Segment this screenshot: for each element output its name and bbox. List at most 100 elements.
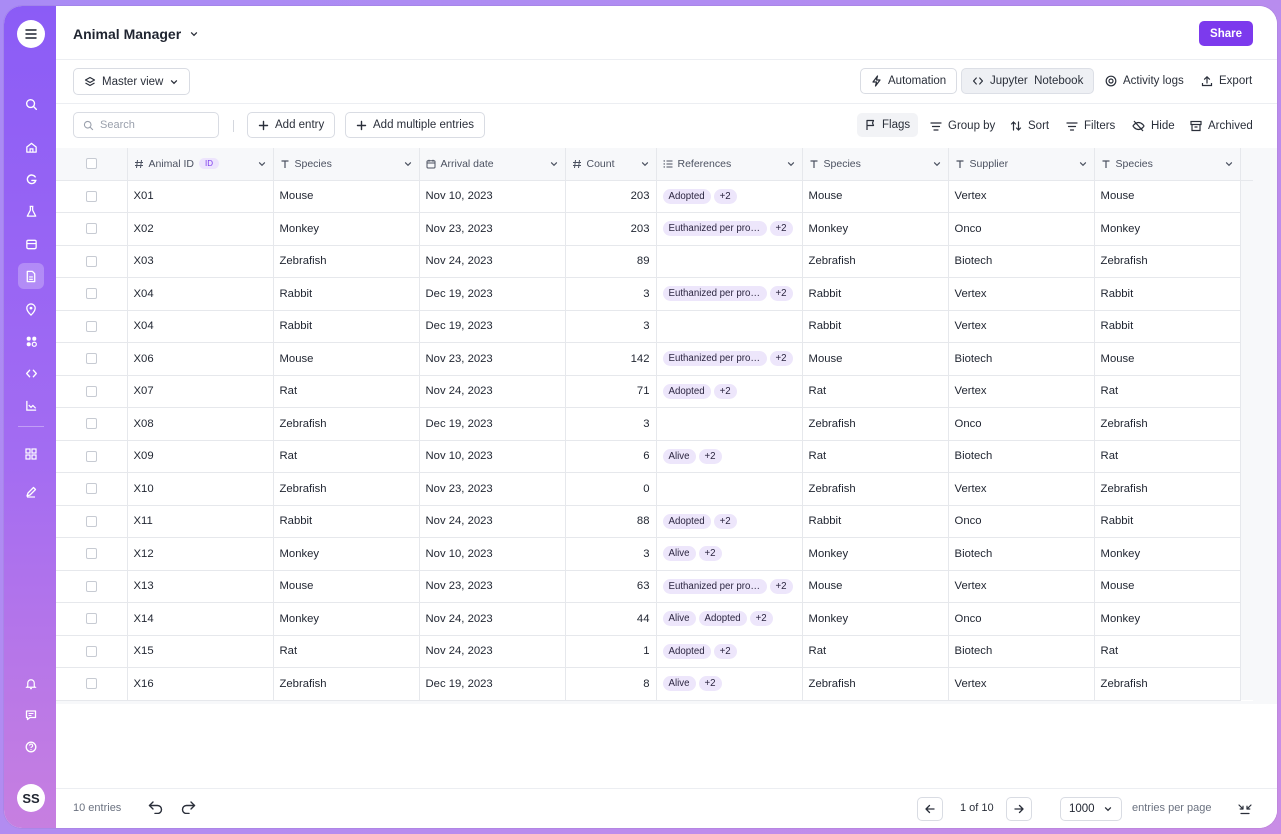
cell-arrival-date[interactable]: Nov 24, 2023 xyxy=(419,375,566,408)
row-checkbox[interactable] xyxy=(85,255,97,267)
hide-button[interactable]: Hide xyxy=(1132,113,1175,139)
cell-species-3[interactable]: Mouse xyxy=(1094,570,1241,603)
cell-animal-id[interactable]: X09 xyxy=(127,440,274,473)
cell-count[interactable]: 1 xyxy=(565,635,657,668)
row-select-cell[interactable] xyxy=(56,245,128,278)
cell-species-3[interactable]: Monkey xyxy=(1094,212,1241,246)
cell-supplier[interactable]: Vertex xyxy=(948,310,1095,343)
cell-count[interactable]: 6 xyxy=(565,440,657,473)
export-button[interactable]: Export xyxy=(1201,68,1252,94)
jupyter-notebook-button[interactable]: Jupyter Notebook xyxy=(961,68,1095,94)
rail-edit[interactable] xyxy=(18,479,44,505)
column-header-supplier[interactable]: Supplier xyxy=(948,148,1095,181)
table-row[interactable]: X01 Mouse Nov 10, 2023 203 Adopted +2 Mouse Ver… xyxy=(56,180,1253,213)
cell-arrival-date[interactable]: Dec 19, 2023 xyxy=(419,310,566,343)
search-input[interactable]: Search xyxy=(73,112,219,138)
table-row[interactable]: X03 Zebrafish Nov 24, 2023 89 Zebrafish Biote… xyxy=(56,245,1253,278)
cell-animal-id[interactable]: X11 xyxy=(127,505,274,538)
cell-count[interactable]: 203 xyxy=(565,212,657,246)
cell-supplier[interactable]: Onco xyxy=(948,602,1095,636)
row-checkbox[interactable] xyxy=(85,288,97,300)
rail-locations[interactable] xyxy=(18,296,44,322)
cell-animal-id[interactable]: X12 xyxy=(127,537,274,571)
chevron-down-icon[interactable] xyxy=(932,159,942,169)
cell-species-2[interactable]: Rat xyxy=(802,375,949,408)
cell-references[interactable]: Adopted +2 xyxy=(656,635,803,668)
filters-button[interactable]: Filters xyxy=(1066,113,1115,139)
table-row[interactable]: X12 Monkey Nov 10, 2023 3 Alive +2 Monkey Biote… xyxy=(56,537,1253,571)
rail-apps[interactable] xyxy=(18,328,44,354)
cell-arrival-date[interactable]: Nov 24, 2023 xyxy=(419,245,566,278)
table-row[interactable]: X10 Zebrafish Nov 23, 2023 0 Zebrafish Vertex… xyxy=(56,472,1253,506)
reference-chip[interactable]: +2 xyxy=(713,188,737,204)
reference-chip[interactable]: +2 xyxy=(698,546,722,562)
reference-chip[interactable]: +2 xyxy=(713,513,737,529)
reference-chip[interactable]: Adopted xyxy=(662,513,711,529)
cell-references[interactable]: Euthanized per protocol +2 xyxy=(656,342,803,376)
cell-references[interactable]: Adopted +2 xyxy=(656,180,803,213)
cell-count[interactable]: 63 xyxy=(565,570,657,603)
column-header-animal-id[interactable]: Animal ID ID xyxy=(127,148,274,181)
cell-species-2[interactable]: Mouse xyxy=(802,570,949,603)
cell-supplier[interactable]: Biotech xyxy=(948,440,1095,473)
menu-button[interactable] xyxy=(17,20,45,48)
group-by-button[interactable]: Group by xyxy=(930,113,995,139)
rail-inventory[interactable] xyxy=(18,231,44,257)
row-checkbox[interactable] xyxy=(85,353,97,365)
row-select-cell[interactable] xyxy=(56,375,128,408)
collapse-footer-button[interactable] xyxy=(1238,803,1252,815)
row-checkbox[interactable] xyxy=(85,223,97,235)
column-header-species-2[interactable]: Species xyxy=(802,148,949,181)
cell-count[interactable]: 89 xyxy=(565,245,657,278)
row-select-cell[interactable] xyxy=(56,635,128,668)
reference-chip[interactable]: +2 xyxy=(749,611,773,627)
cell-supplier[interactable]: Vertex xyxy=(948,180,1095,213)
cell-species-2[interactable]: Monkey xyxy=(802,602,949,636)
cell-species[interactable]: Mouse xyxy=(273,570,420,603)
cell-animal-id[interactable]: X13 xyxy=(127,570,274,603)
cell-species-2[interactable]: Mouse xyxy=(802,180,949,213)
cell-arrival-date[interactable]: Nov 23, 2023 xyxy=(419,570,566,603)
reference-chip[interactable]: +2 xyxy=(713,643,737,659)
cell-count[interactable]: 142 xyxy=(565,342,657,376)
cell-species[interactable]: Zebrafish xyxy=(273,245,420,278)
table-row[interactable]: X15 Rat Nov 24, 2023 1 Adopted +2 Rat Biotech Ra… xyxy=(56,635,1253,668)
cell-supplier[interactable]: Onco xyxy=(948,212,1095,246)
cell-species-3[interactable]: Zebrafish xyxy=(1094,407,1241,441)
cell-supplier[interactable]: Vertex xyxy=(948,277,1095,311)
column-header-arrival-date[interactable]: Arrival date xyxy=(419,148,566,181)
cell-supplier[interactable]: Vertex xyxy=(948,667,1095,701)
cell-arrival-date[interactable]: Nov 24, 2023 xyxy=(419,602,566,636)
cell-species[interactable]: Rat xyxy=(273,375,420,408)
cell-supplier[interactable]: Vertex xyxy=(948,472,1095,506)
cell-species[interactable]: Zebrafish xyxy=(273,407,420,441)
cell-supplier[interactable]: Vertex xyxy=(948,570,1095,603)
add-multiple-entries-button[interactable]: Add multiple entries xyxy=(345,112,485,138)
cell-references[interactable]: Alive +2 xyxy=(656,667,803,701)
row-select-cell[interactable] xyxy=(56,277,128,311)
rail-search[interactable] xyxy=(18,91,44,117)
cell-species-2[interactable]: Monkey xyxy=(802,537,949,571)
reference-chip[interactable]: Alive xyxy=(662,676,696,692)
share-button[interactable]: Share xyxy=(1199,21,1253,46)
reference-chip[interactable]: Euthanized per protocol xyxy=(662,286,767,302)
cell-species-2[interactable]: Zebrafish xyxy=(802,245,949,278)
cell-species-2[interactable]: Zebrafish xyxy=(802,472,949,506)
row-select-cell[interactable] xyxy=(56,537,128,571)
row-checkbox[interactable] xyxy=(85,678,97,690)
row-select-cell[interactable] xyxy=(56,570,128,603)
rail-help[interactable] xyxy=(18,734,44,760)
cell-species[interactable]: Zebrafish xyxy=(273,667,420,701)
cell-animal-id[interactable]: X15 xyxy=(127,635,274,668)
activity-logs-button[interactable]: Activity logs xyxy=(1105,68,1184,94)
cell-species-3[interactable]: Monkey xyxy=(1094,537,1241,571)
cell-references[interactable]: Euthanized per protocol +2 xyxy=(656,277,803,311)
page-size-select[interactable]: 1000 xyxy=(1060,797,1122,821)
archived-button[interactable]: Archived xyxy=(1190,113,1253,139)
reference-chip[interactable]: Adopted xyxy=(662,643,711,659)
add-column-header[interactable] xyxy=(1240,148,1253,181)
reference-chip[interactable]: Alive xyxy=(662,448,696,464)
cell-animal-id[interactable]: X04 xyxy=(127,310,274,343)
cell-references[interactable] xyxy=(656,245,803,278)
cell-species-3[interactable]: Rat xyxy=(1094,635,1241,668)
